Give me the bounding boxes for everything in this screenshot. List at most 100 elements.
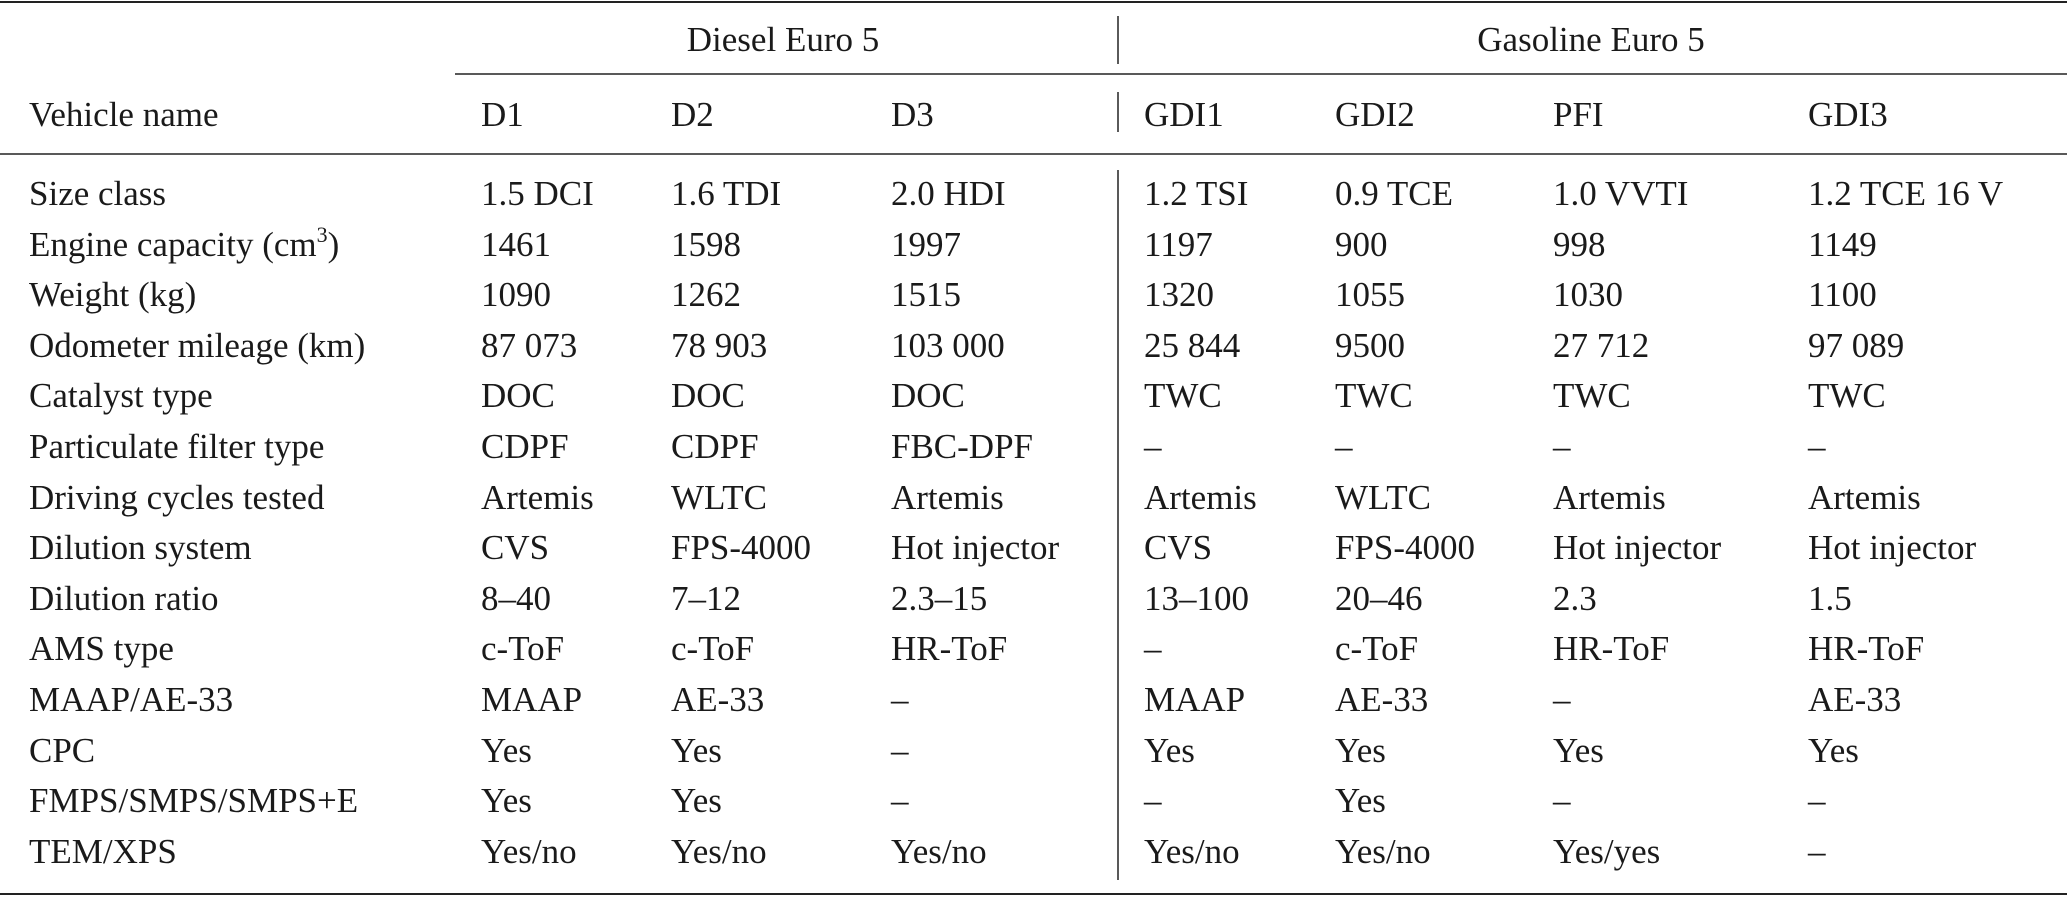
column-header: D2 (671, 95, 714, 134)
table-cell: TWC (1144, 376, 1222, 416)
table-cell: AE-33 (1808, 680, 1902, 719)
table-cell: – (1808, 831, 1826, 871)
table-cell: CDPF (671, 427, 759, 466)
table-cell: Yes (481, 730, 532, 770)
table-cell: 2.0 HDI (891, 174, 1006, 213)
group-header: Gasoline Euro 5 (1477, 20, 1705, 59)
table-cell: DOC (481, 376, 555, 416)
table-cell: Artemis (1144, 477, 1257, 517)
table-cell: 1997 (891, 224, 961, 264)
table-cell: Yes (1335, 730, 1386, 770)
row-label: CPC (29, 730, 96, 770)
table-cell: 0.9 TCE (1335, 174, 1453, 213)
table-cell: 900 (1335, 224, 1388, 264)
table-cell: – (1808, 427, 1826, 466)
table-cell: Hot injector (1808, 528, 1977, 568)
table-cell: Yes/no (891, 831, 987, 871)
table-cell: 2.3–15 (891, 578, 988, 618)
table-cell: 13–100 (1144, 578, 1249, 618)
table-cell: – (1553, 781, 1571, 821)
row-label: Dilution ratio (29, 578, 219, 618)
table-cell: 25 844 (1144, 325, 1241, 365)
table-cell: 1197 (1144, 224, 1213, 264)
table-cell: 7–12 (671, 578, 741, 618)
table-cell: Yes/no (671, 831, 767, 871)
table-cell: TWC (1808, 376, 1886, 416)
label-superscript: 3 (316, 221, 328, 247)
table-cell: 1090 (481, 275, 551, 315)
table-cell: WLTC (671, 477, 767, 517)
table-cell: 1461 (481, 224, 551, 264)
table-cell: 1.5 DCI (481, 174, 594, 213)
table-cell: 1.5 (1808, 578, 1852, 618)
table-cell: 1262 (671, 275, 741, 315)
table-cell: Yes (1144, 730, 1195, 770)
table-cell: CVS (1144, 528, 1213, 568)
row-label: MAAP/AE-33 (29, 680, 234, 719)
table-cell: TWC (1335, 376, 1413, 416)
table-cell: 103 000 (891, 325, 1005, 365)
label-text: ) (327, 224, 340, 264)
table-cell: 8–40 (481, 578, 551, 618)
table-cell: Yes (1335, 781, 1386, 821)
table-cell: HR-ToF (891, 629, 1008, 669)
table-cell: 1030 (1553, 275, 1623, 315)
table-cell: 87 073 (481, 325, 578, 365)
table-cell: CVS (481, 528, 550, 568)
table-cell: 9500 (1335, 325, 1405, 365)
table-cell: – (891, 730, 909, 770)
column-header: GDI1 (1144, 95, 1224, 134)
table-cell: Artemis (1808, 477, 1921, 517)
label-text: Engine capacity (cm (29, 224, 317, 264)
row-label: AMS type (29, 629, 174, 669)
row-label: Particulate filter type (29, 427, 325, 466)
table-cell: Artemis (1553, 477, 1666, 517)
table-cell: 1598 (671, 224, 741, 264)
table-cell: – (891, 680, 909, 719)
table-cell: – (1808, 781, 1826, 821)
table-cell: HR-ToF (1553, 629, 1670, 669)
table-cell: – (1144, 427, 1162, 466)
table-cell: Yes/no (1144, 831, 1240, 871)
table-cell: 20–46 (1335, 578, 1423, 618)
table-cell: CDPF (481, 427, 569, 466)
row-label: Weight (kg) (29, 275, 197, 315)
table-cell: Yes (671, 730, 722, 770)
table-cell: Artemis (481, 477, 594, 517)
table-cell: – (891, 781, 909, 821)
table-cell: 27 712 (1553, 325, 1650, 365)
table-cell: – (1335, 427, 1353, 466)
table-cell: Yes (1553, 730, 1604, 770)
table-cell: FBC-DPF (891, 427, 1034, 466)
table-cell: 1.6 TDI (671, 174, 782, 213)
row-label: Odometer mileage (km) (29, 325, 366, 365)
table-cell: 78 903 (671, 325, 768, 365)
table-cell: 97 089 (1808, 325, 1905, 365)
table-cell: 1055 (1335, 275, 1405, 315)
table-cell: 1100 (1808, 275, 1877, 315)
table-cell: MAAP (481, 680, 583, 719)
table-cell: c-ToF (671, 629, 755, 669)
table-cell: 1.2 TSI (1144, 174, 1249, 213)
table-cell: DOC (671, 376, 745, 416)
table-cell: 2.3 (1553, 578, 1597, 618)
table-cell: 1515 (891, 275, 961, 315)
table-cell: 1149 (1808, 224, 1877, 264)
table-cell: Hot injector (891, 528, 1060, 568)
column-header: Vehicle name (29, 95, 219, 134)
table-cell: 1.2 TCE 16 V (1808, 174, 2004, 213)
table-cell: – (1553, 427, 1571, 466)
row-label: Catalyst type (29, 376, 213, 416)
table-cell: TWC (1553, 376, 1631, 416)
table-cell: 1320 (1144, 275, 1214, 315)
table-cell: MAAP (1144, 680, 1246, 719)
table-cell: HR-ToF (1808, 629, 1925, 669)
table-cell: Yes (481, 781, 532, 821)
column-header: PFI (1553, 95, 1604, 134)
row-label: Driving cycles tested (29, 477, 325, 517)
row-label: Engine capacity (cm3) (29, 221, 340, 265)
table-cell: Yes (671, 781, 722, 821)
column-header: GDI2 (1335, 95, 1415, 134)
